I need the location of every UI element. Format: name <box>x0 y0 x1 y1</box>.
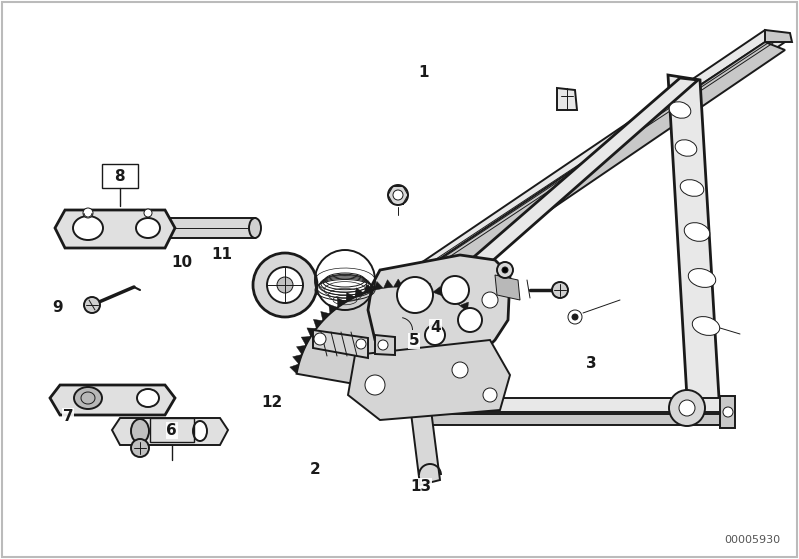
Polygon shape <box>348 340 510 420</box>
Circle shape <box>572 314 578 320</box>
Circle shape <box>131 439 149 457</box>
Polygon shape <box>355 288 364 297</box>
Polygon shape <box>420 398 726 412</box>
Polygon shape <box>310 30 785 348</box>
Text: 11: 11 <box>212 247 233 262</box>
Polygon shape <box>765 30 792 42</box>
Polygon shape <box>292 354 302 364</box>
Polygon shape <box>301 337 311 345</box>
Text: 6: 6 <box>166 423 177 438</box>
Polygon shape <box>337 298 346 307</box>
Ellipse shape <box>136 218 160 238</box>
Text: 4: 4 <box>430 320 441 334</box>
Polygon shape <box>420 414 726 425</box>
Circle shape <box>568 310 582 324</box>
Ellipse shape <box>73 216 103 240</box>
Circle shape <box>84 297 100 313</box>
Ellipse shape <box>680 179 704 196</box>
Circle shape <box>378 340 388 350</box>
Text: 12: 12 <box>261 395 282 410</box>
Circle shape <box>482 292 498 308</box>
Polygon shape <box>55 210 175 248</box>
Ellipse shape <box>688 268 716 287</box>
Polygon shape <box>395 285 440 485</box>
Polygon shape <box>313 330 368 358</box>
Circle shape <box>393 190 403 200</box>
Ellipse shape <box>692 316 720 335</box>
Polygon shape <box>413 281 423 290</box>
Ellipse shape <box>137 389 159 407</box>
Circle shape <box>483 388 497 402</box>
Ellipse shape <box>131 419 149 443</box>
Polygon shape <box>307 328 316 337</box>
Circle shape <box>502 267 508 273</box>
Circle shape <box>83 208 93 218</box>
Circle shape <box>277 277 293 293</box>
Polygon shape <box>112 418 228 445</box>
Polygon shape <box>403 280 413 288</box>
Circle shape <box>253 253 317 317</box>
Circle shape <box>314 333 326 345</box>
Text: 00005930: 00005930 <box>724 535 780 545</box>
Polygon shape <box>442 291 451 300</box>
Polygon shape <box>346 292 355 302</box>
Circle shape <box>679 400 695 416</box>
Text: 7: 7 <box>62 409 74 424</box>
Polygon shape <box>375 335 395 355</box>
Circle shape <box>365 375 385 395</box>
Ellipse shape <box>670 102 691 119</box>
Polygon shape <box>374 281 384 290</box>
Circle shape <box>356 339 366 349</box>
Polygon shape <box>451 296 459 306</box>
Polygon shape <box>384 280 393 288</box>
Circle shape <box>723 407 733 417</box>
Circle shape <box>397 277 433 313</box>
Circle shape <box>669 390 705 426</box>
Polygon shape <box>459 302 468 311</box>
Circle shape <box>144 209 152 217</box>
Polygon shape <box>355 78 698 360</box>
Ellipse shape <box>675 140 697 156</box>
Text: 13: 13 <box>411 479 431 494</box>
Text: 3: 3 <box>586 356 597 371</box>
Polygon shape <box>313 319 323 328</box>
Polygon shape <box>495 275 520 300</box>
Polygon shape <box>364 284 374 293</box>
Circle shape <box>552 282 568 298</box>
Circle shape <box>458 308 482 332</box>
Text: 9: 9 <box>52 300 63 315</box>
Polygon shape <box>170 218 255 238</box>
Polygon shape <box>433 286 442 296</box>
Polygon shape <box>305 337 318 354</box>
Ellipse shape <box>74 387 102 409</box>
Polygon shape <box>310 42 785 353</box>
Text: 2: 2 <box>310 462 321 477</box>
Text: 8: 8 <box>114 169 125 183</box>
Circle shape <box>497 262 513 278</box>
Circle shape <box>388 185 408 205</box>
Polygon shape <box>296 287 467 392</box>
Polygon shape <box>328 304 338 314</box>
Polygon shape <box>50 385 175 415</box>
Ellipse shape <box>193 421 207 441</box>
Circle shape <box>441 276 469 304</box>
Ellipse shape <box>684 222 710 241</box>
Polygon shape <box>296 345 306 354</box>
Text: 10: 10 <box>172 255 193 270</box>
Circle shape <box>452 362 468 378</box>
Text: 1: 1 <box>418 65 429 80</box>
Polygon shape <box>368 255 510 365</box>
Polygon shape <box>423 283 433 292</box>
Polygon shape <box>320 311 330 321</box>
Polygon shape <box>393 279 403 287</box>
Polygon shape <box>290 364 299 374</box>
Polygon shape <box>668 75 720 415</box>
Circle shape <box>267 267 303 303</box>
Text: 5: 5 <box>408 334 419 348</box>
Polygon shape <box>557 88 577 110</box>
Ellipse shape <box>249 218 261 238</box>
Circle shape <box>425 325 445 345</box>
Polygon shape <box>720 396 735 428</box>
